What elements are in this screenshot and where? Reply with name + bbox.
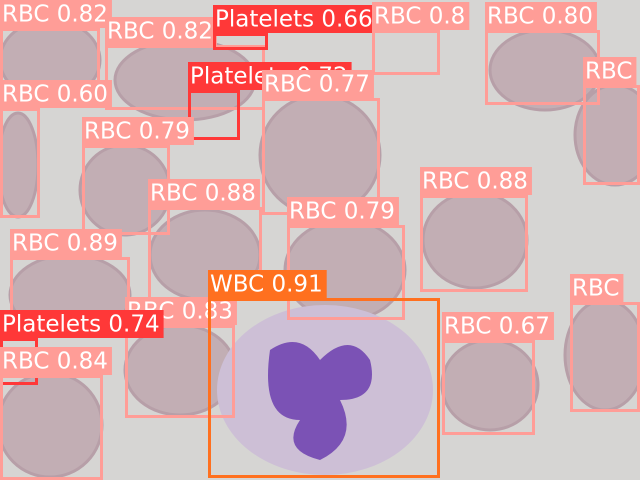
bounding-box [125,325,235,418]
detection-label: RBC 0.77 [264,72,370,98]
bounding-box [442,340,535,435]
detection-label: RBC 0.88 [150,181,256,207]
detection-label: RBC 0.67 [444,314,550,340]
bounding-box [213,33,268,50]
detection: RBC [583,57,640,185]
detection-label: RBC 0.82 [107,19,213,45]
detection-label: WBC 0.91 [210,272,323,298]
label-background [10,229,122,257]
detection: RBC 0.80 [485,2,600,105]
bounding-box [372,30,440,75]
wbc-nucleus [268,342,372,460]
label-background [82,117,194,145]
label-background [485,2,597,30]
detection: RBC 0.84 [0,347,112,480]
detection: RBC 0.88 [148,179,262,300]
detection: RBC 0.8 [372,2,470,75]
bounding-box [420,195,528,292]
detection-label: RBC 0.88 [422,169,528,195]
label-background [208,270,327,298]
label-background [262,70,374,98]
label-background [372,2,470,30]
label-background [583,57,637,85]
detection: RBC [570,274,640,412]
detection-label: RBC 0.80 [487,4,593,30]
label-background [570,274,624,302]
label-background [105,17,217,45]
detection: RBC 0.79 [287,197,405,320]
bounding-box [188,90,240,140]
detection: RBC 0.82 [105,17,265,110]
detection: RBC 0.60 [0,80,112,218]
bounding-box [208,298,440,478]
detection: WBC 0.91 [208,270,440,478]
bounding-box [570,302,640,412]
detection-label: RBC 0.60 [2,82,108,108]
detection-label: RBC 0.82 [2,2,108,28]
bounding-box [0,375,103,480]
label-background [0,0,112,28]
detection-label: Platelets 0.66 [215,7,373,33]
label-background [420,167,532,195]
detection-label: RBC 0.84 [2,349,108,375]
label-background [0,80,112,108]
detection: RBC 0.89 [10,229,130,330]
bounding-box [0,108,40,218]
detection: RBC 0.67 [442,312,554,435]
label-background [213,5,377,33]
label-background [148,179,260,207]
detection-label: RBC [572,276,619,302]
label-background [0,347,112,375]
bounding-box [583,85,640,185]
detection-label: RBC 0.8 [374,4,465,30]
detection: RBC 0.77 [262,70,380,215]
detection-label: RBC 0.79 [289,199,395,225]
label-background [287,197,399,225]
detection: RBC 0.88 [420,167,532,292]
detection-label: RBC 0.79 [84,119,190,145]
detection-label: RBC 0.89 [12,231,118,257]
label-background [442,312,554,340]
detection-label: RBC [585,59,632,85]
label-background [0,310,164,338]
detection: Platelets 0.66 [213,5,377,50]
detection-label: Platelets 0.74 [2,312,160,338]
